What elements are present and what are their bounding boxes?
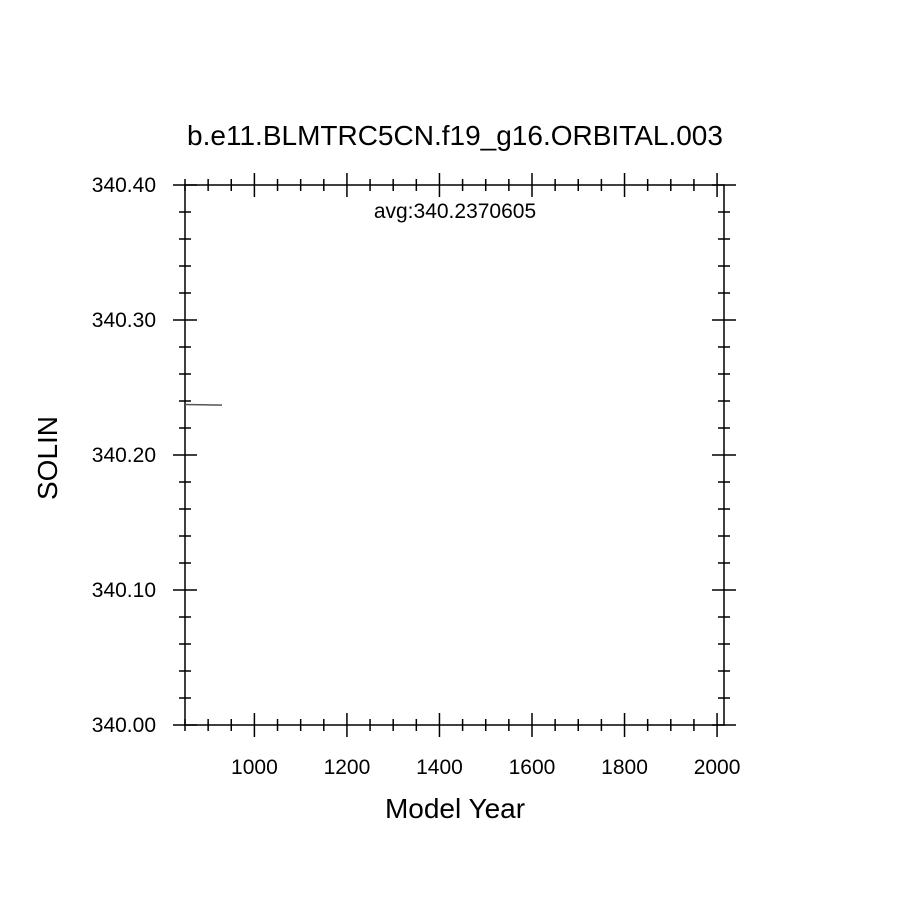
x-tick-label: 1000 [231,756,278,779]
y-tick-label: 340.10 [92,579,156,602]
x-tick-labels: 1000 1200 1400 1600 1800 2000 [231,756,740,779]
y-tick-label: 340.00 [92,714,156,737]
y-tick-labels: 340.00 340.10 340.20 340.30 340.40 [92,174,156,737]
y-tick-label: 340.40 [92,174,156,197]
series-line-0 [184,403,223,406]
series-group [184,403,223,406]
y-tick-label: 340.20 [92,444,156,467]
x-axis-label: Model Year [385,793,525,824]
y-axis-label: SOLIN [32,416,63,500]
x-tick-label: 2000 [694,756,741,779]
y-tick-label: 340.30 [92,309,156,332]
avg-annotation: avg:340.2370605 [374,200,536,223]
axis-ticks [173,173,736,737]
x-tick-label: 1600 [509,756,556,779]
chart-title: b.e11.BLMTRC5CN.f19_g16.ORBITAL.003 [187,120,723,151]
x-tick-label: 1200 [324,756,371,779]
plot-frame [184,184,725,726]
x-tick-label: 1400 [416,756,463,779]
x-tick-label: 1800 [601,756,648,779]
